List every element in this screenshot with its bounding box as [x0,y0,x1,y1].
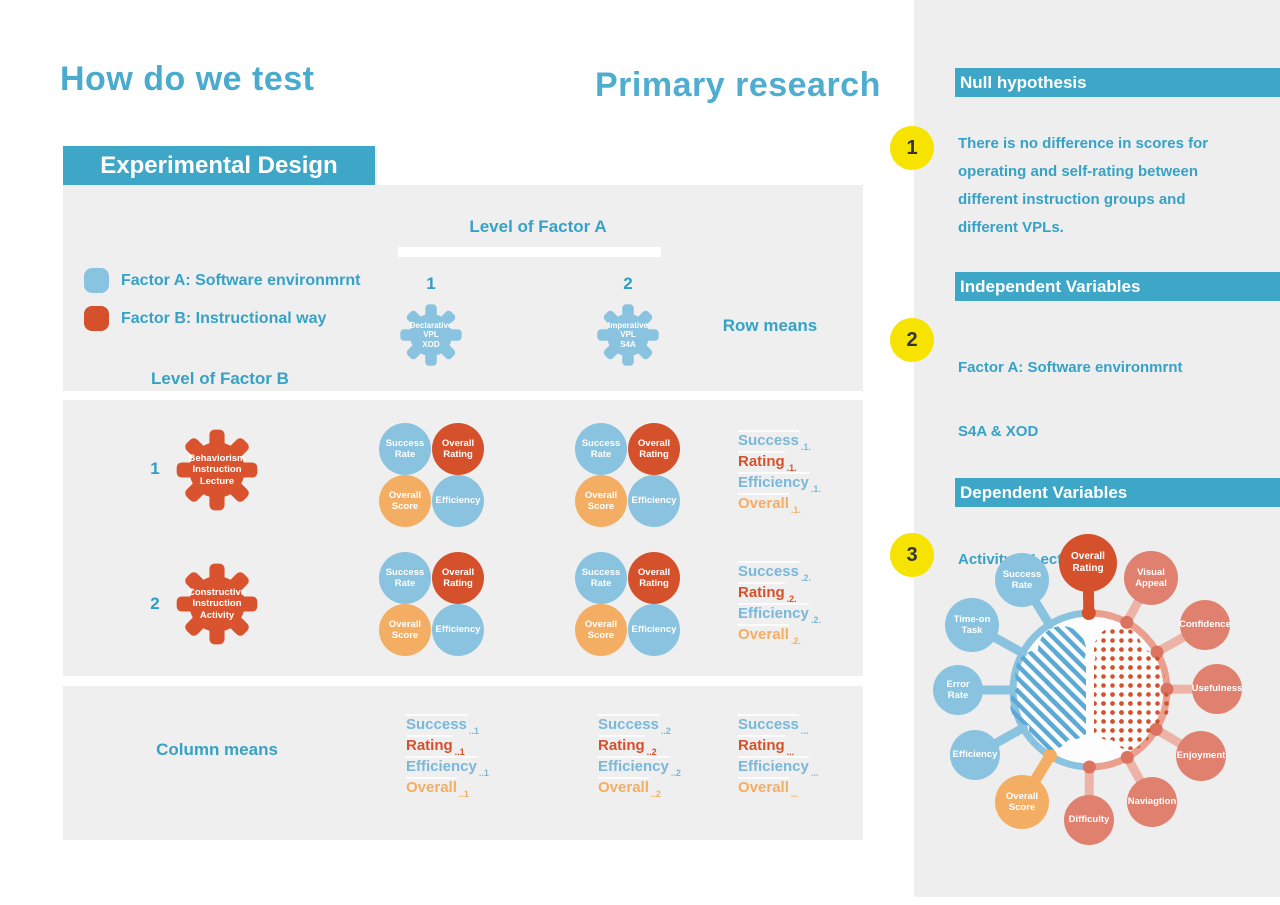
independent-line: Factor A: Software environmrnt [958,359,1183,376]
null-hypothesis-header: Null hypothesis [955,68,1280,97]
mean-term: Success .2. [738,561,811,583]
imperative-vpl-gear: Imperative VPL S4A [596,303,660,367]
mean-term: Overall .2. [738,624,801,646]
row-means-1: Success .1. Rating .1. Efficiency .1. Overa… [738,430,821,515]
success-rate-circle: Success Rate [575,552,627,604]
column-2-number: 2 [623,274,633,293]
column-means-2: Success ..2 Rating ..2 Efficiency ..2 Overa… [598,714,681,799]
mean-term: Rating .2. [738,582,797,604]
declarative-vpl-gear: Declarative VPL XOD [399,303,463,367]
behaviorism-gear: Behaviorism Instruction Lecture [175,428,259,512]
gear-icon [400,304,462,366]
measure-cluster-r1c2: Success Rate Overall Rating Overall Scor… [575,423,681,528]
mean-term: Rating .1. [738,451,797,473]
mean-term: Overall... [738,777,799,799]
efficiency-circle: Efficiency [432,475,484,527]
gear-label: Behaviorism Instruction Lecture [188,452,246,487]
row-1-number: 1 [150,459,160,478]
overall-rating-circle: Overall Rating [628,423,680,475]
success-rate-circle: Success Rate [575,423,627,475]
row-means-2: Success .2. Rating .2. Efficiency .2. Overa… [738,561,821,646]
gear-label: Imperative VPL S4A [607,320,649,349]
mean-term: Efficiency ..2 [598,756,681,778]
time-on-task-node: Time-on Task [945,598,999,652]
measure-cluster-r2c2: Success Rate Overall Rating Overall Scor… [575,552,681,657]
overall-score-circle: Overall Score [379,604,431,656]
independent-variables-header: Independent Variables [955,272,1280,301]
success-rate-node: Success Rate [995,553,1049,607]
efficiency-circle: Efficiency [432,604,484,656]
mean-term: Rating... [738,735,795,757]
mean-term: Efficiency ..1 [406,756,489,778]
badge-1: 1 [890,126,934,170]
column-means-label: Column means [156,740,278,759]
mean-term: Rating ..1 [406,735,465,757]
overall-score-node: Overall Score [995,775,1049,829]
usefulness-node: Usefulness [1192,664,1242,714]
error-rate-node: Error Rate [933,665,983,715]
factor-a-legend-label: Factor A: Software environmrnt [121,272,361,289]
right-title: Primary research [595,66,881,104]
gear-label: Constructive Instruction Activity [187,586,247,621]
overall-score-circle: Overall Score [379,475,431,527]
measure-cluster-r1c1: Success Rate Overall Rating Overall Scor… [379,423,485,528]
mean-term: Efficiency... [738,756,819,778]
confidence-node: Confidence [1179,600,1231,650]
grand-means: Success... Rating... Efficiency... Overa… [738,714,819,799]
row-means-label: Row means [722,316,818,335]
efficiency-circle: Efficiency [628,475,680,527]
level-of-factor-a-label: Level of Factor A [469,217,607,236]
mean-term: Rating ..2 [598,735,657,757]
brain-left-hemisphere [1010,626,1086,750]
mean-term: Overall ..1 [406,777,469,799]
success-rate-circle: Success Rate [379,423,431,475]
column-means-panel [63,686,863,840]
mean-term: Efficiency .1. [738,472,821,494]
measure-cluster-r2c1: Success Rate Overall Rating Overall Scor… [379,552,485,657]
factor-b-legend-label: Factor B: Instructional way [121,310,327,327]
brain-right-hemisphere [1094,626,1170,750]
factor-a-underline [398,247,661,257]
column-1-number: 1 [426,274,436,293]
overall-rating-node: Overall Rating [1059,534,1117,592]
mean-term: Success ..2 [598,714,671,736]
enjoyment-node: Enjoyment [1176,731,1226,781]
constructive-gear: Constructive Instruction Activity [175,562,259,646]
left-title: How do we test [60,60,315,98]
gear-icon [597,304,659,366]
badge-3: 3 [890,533,934,577]
independent-line: S4A & XOD [958,423,1039,440]
null-hypothesis-text: There is no difference in scores for ope… [958,135,1209,236]
success-rate-circle: Success Rate [379,552,431,604]
factor-header-panel [63,185,863,391]
efficiency-circle: Efficiency [628,604,680,656]
navigation-node: Naviagtion [1127,777,1177,827]
overall-score-circle: Overall Score [575,475,627,527]
factor-a-swatch [84,268,109,293]
mean-term: Efficiency .2. [738,603,821,625]
mean-term: Overall .1. [738,493,801,515]
level-of-factor-b-label: Level of Factor B [151,369,289,388]
overall-score-circle: Overall Score [575,604,627,656]
mean-term: Success... [738,714,809,736]
factor-b-swatch [84,306,109,331]
gear-icon [176,429,258,511]
experimental-design-header: Experimental Design [63,146,375,185]
row-2-number: 2 [150,594,160,613]
mean-term: Success ..1 [406,714,479,736]
dependent-variables-header: Dependent Variables [955,478,1280,507]
column-means-1: Success ..1 Rating ..1 Efficiency ..1 Overa… [406,714,489,799]
mean-term: Overall ..2 [598,777,661,799]
overall-rating-circle: Overall Rating [432,552,484,604]
gear-icon [176,563,258,645]
overall-rating-circle: Overall Rating [628,552,680,604]
gear-label: Declarative VPL XOD [409,320,453,349]
overall-rating-circle: Overall Rating [432,423,484,475]
difficulty-node: Difficulty [1064,795,1114,845]
visual-appeal-node: Visual Appeal [1124,551,1178,605]
mean-term: Success .1. [738,430,811,452]
efficiency-node: Efficiency [950,730,1000,780]
badge-2: 2 [890,318,934,362]
